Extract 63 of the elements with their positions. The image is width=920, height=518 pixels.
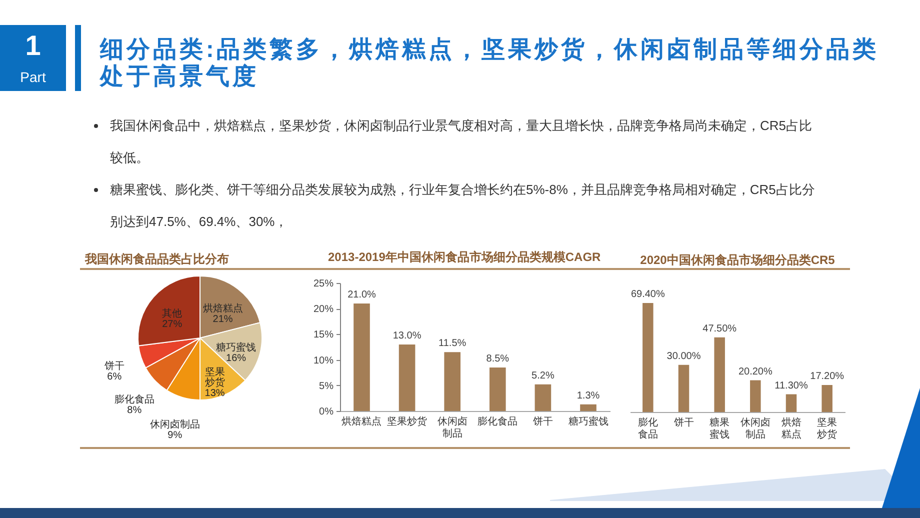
x-tick-label: 膨化食品 xyxy=(638,416,658,440)
bar xyxy=(444,352,461,411)
text: 我国休闲食品中，烘焙糕点，坚果炒货，休闲卤制品行业景气度相对高，量大且增长快，品牌竞争格局尚未确定，CR5占比较低。 xyxy=(110,118,812,165)
y-tick-label: 25% xyxy=(313,278,334,290)
data-label: 13% xyxy=(204,388,225,400)
data-label: 17.20% xyxy=(810,370,844,382)
x-tick-label: 烘焙糕点 xyxy=(781,416,802,440)
chart-title: 2020中国休闲食品市场细分品类CR5 xyxy=(640,253,836,267)
bar xyxy=(750,380,761,412)
data-label: 27% xyxy=(162,318,182,330)
bar xyxy=(489,367,506,411)
bar xyxy=(534,384,552,411)
chart-title: 我国休闲食品品类占比分布 xyxy=(84,252,229,266)
data-label: 16% xyxy=(226,352,246,364)
y-tick-label: 5% xyxy=(319,380,334,392)
data-label: 20.20% xyxy=(738,366,772,378)
data-label: 1.3% xyxy=(576,390,600,402)
y-tick-label: 0% xyxy=(319,406,334,418)
x-tick-label: 坚果炒货 xyxy=(387,416,428,428)
x-tick-label: 糖巧蜜饯 xyxy=(568,416,608,428)
slice-label: 坚果炒货 xyxy=(204,366,225,389)
chart-title: 2013-2019年中国休闲食品市场细分品类规模CAGR xyxy=(328,250,602,264)
bar xyxy=(642,303,654,412)
data-label: 21.0% xyxy=(348,289,376,300)
y-tick-label: 10% xyxy=(313,355,334,366)
x-tick-label: 休闲卤制品 xyxy=(437,416,468,440)
bar xyxy=(398,344,416,411)
y-tick-label: 20% xyxy=(313,304,334,316)
text: 细分品类:品类繁多，烘焙糕点，坚果炒货，休闲卤制品等细分品类处于高景气度 xyxy=(100,36,880,90)
data-label: 5.2% xyxy=(532,370,554,382)
bar xyxy=(678,364,690,412)
data-label: 69.40% xyxy=(630,289,665,300)
text: 糖果蜜饯、膨化类、饼干等细分品类发展较为成熟，行业年复合增长约在5%-8%，并且品牌竞争格局相对确定，CR5占比分别达到47.5%、69.4%、30%， xyxy=(110,182,815,229)
bar xyxy=(714,337,725,412)
x-tick-label: 膨化食品 xyxy=(478,416,518,428)
data-label: 11.5% xyxy=(438,338,466,350)
data-label: 11.30% xyxy=(774,380,808,392)
bar xyxy=(354,303,370,411)
data-label: 8.5% xyxy=(486,353,510,364)
x-tick-label: 饼干 xyxy=(672,416,694,428)
bar xyxy=(786,394,797,412)
text: Part xyxy=(19,68,47,86)
data-label: 21% xyxy=(212,314,233,326)
x-tick-label: 休闲卤制品 xyxy=(740,416,770,440)
data-label: 6% xyxy=(107,371,122,382)
slice-label: 糖巧蜜饯 xyxy=(216,341,256,354)
x-tick-label: 烘焙糕点 xyxy=(342,416,382,428)
x-tick-label: 糖果蜜饯 xyxy=(710,416,730,440)
y-tick-label: 15% xyxy=(313,330,334,341)
data-label: 13.0% xyxy=(392,330,422,342)
slice-label: 饼干 xyxy=(103,360,124,372)
bar xyxy=(822,384,832,412)
data-label: 9% xyxy=(168,430,182,441)
x-tick-label: 饼干 xyxy=(532,416,553,428)
data-label: 47.50% xyxy=(702,323,737,334)
bar xyxy=(580,404,596,411)
slice-label: 膨化食品 xyxy=(114,394,154,406)
data-label: 30.00% xyxy=(666,350,701,362)
slice-label: 烘焙糕点 xyxy=(202,302,243,315)
text: 1 xyxy=(24,30,42,62)
data-label: 8% xyxy=(127,405,142,416)
x-tick-label: 坚果炒货 xyxy=(817,416,838,440)
slice-label: 其他 xyxy=(162,307,182,320)
